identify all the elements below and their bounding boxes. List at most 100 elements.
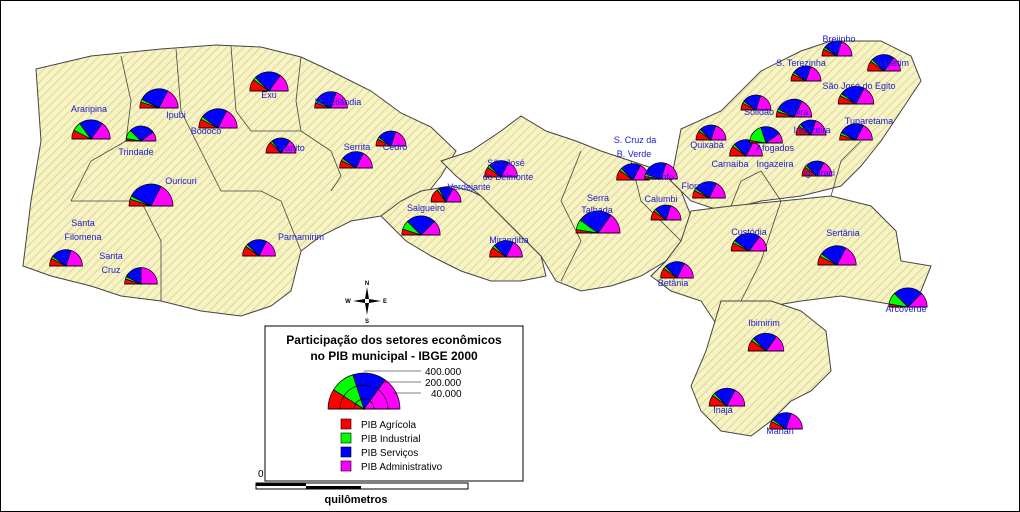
municipality-serrita-8-pie [339, 151, 373, 169]
region-east [650, 195, 932, 332]
municipality-ibimirim-44-label: Ibimirim [748, 318, 780, 328]
legend-title-line2: no PIB municipal - IBGE 2000 [310, 349, 478, 363]
municipality-s-terezinha-38-pie [790, 65, 822, 82]
municipality-b-verde-21-label: B. Verde [617, 149, 652, 159]
scale-bar-seg1 [256, 483, 306, 486]
municipality-sao-jose-do-egito-39-pie [837, 85, 875, 105]
municipality-tabira-32-pie [775, 98, 813, 118]
municipality-cedro-7-label: Cedro [383, 142, 408, 152]
municipality-manari-46-label: Manari [766, 426, 794, 436]
municipality-filomena-16-pie [49, 249, 83, 267]
municipality-parnamirim-19-pie [242, 239, 276, 257]
municipality-mirandiba-14-pie [489, 240, 523, 258]
scale-bar-seg2 [306, 486, 361, 489]
municipality-ingazeira-30-label: Ingazeira [756, 159, 793, 169]
municipality-manari-46-pie [769, 412, 803, 430]
municipality-granito-6-label: Granito [275, 143, 305, 153]
municipality-sao-jose-do-egito-39-label: São José do Egito [822, 81, 895, 91]
municipality-brejinho-36-pie [821, 40, 853, 57]
municipality-tuparetama-35-pie [839, 123, 873, 141]
municipality-ibimirim-44-pie [747, 332, 785, 352]
municipality-talhada-24-pie-slice-2 [579, 210, 612, 234]
municipality-iguaraci-34-label: Iguaraci [803, 168, 835, 178]
municipality-cedro-7-pie [375, 130, 407, 147]
municipality-triunfo-22-label: Triunfo [646, 172, 674, 182]
municipality-triunfo-22-pie [644, 162, 678, 180]
municipality-salgueiro-13-pie [401, 215, 441, 236]
legend-label-administrativo: PIB Administrativo [361, 462, 443, 473]
municipality-exu-2-label: Exu [261, 90, 277, 100]
compass-s: S [365, 319, 369, 325]
municipality-flores-26-pie [692, 181, 726, 199]
municipality-arcoverde-43-pie-slice-2 [893, 287, 923, 308]
municipality-filomena-16-label: Filomena [64, 232, 101, 242]
municipality-tabira-32-label: Tabira [784, 107, 809, 117]
municipality-araripina-0-label: Araripina [71, 104, 107, 114]
municipality-ouricuri-9-pie [128, 183, 174, 207]
municipality-exu-2-pie [249, 71, 289, 92]
municipality-arcoverde-43-label: Arcoverde [885, 304, 926, 314]
municipality-santa-17-label: Santa [99, 251, 123, 261]
municipality-afogados-29-label: Afogados [756, 143, 795, 153]
compass-arrow-s [365, 303, 369, 315]
legend-label-industrial: PIB Industrial [361, 434, 420, 445]
municipality-ingazeira-33-label: Ingazeira [793, 125, 830, 135]
municipality-salgueiro-13-label: Salgueiro [407, 203, 445, 213]
legend-size-lines [364, 370, 421, 394]
legend-swatch-administrativo [340, 460, 352, 472]
legend-size-400000: 400.000 [425, 367, 462, 378]
legend-swatch-agricola [340, 418, 352, 430]
municipality-sertania-42-pie [817, 245, 857, 266]
municipality-verdejante-10-label: Verdejante [447, 182, 490, 192]
municipality-ouricuri-9-label: Ouricuri [165, 176, 197, 186]
municipality-bodoco-5-label: Bodocó [191, 126, 222, 136]
municipality-granito-6-pie [265, 137, 297, 154]
compass-n: N [365, 281, 369, 287]
compass-arrow-n [365, 287, 369, 299]
compass-arrow-w [353, 299, 365, 303]
municipality-bodoco-5-pie [198, 108, 238, 129]
municipality-serrita-8-label: Serrita [344, 142, 371, 152]
municipality-brejinho-36-label: Brejinho [822, 34, 855, 44]
scale-zero: 0 [258, 469, 264, 480]
municipality-cruz-18-pie [124, 267, 158, 285]
legend-size-pie-2 [353, 398, 375, 410]
municipality-iguaraci-34-pie [801, 160, 833, 177]
compass-rose: N S E W [345, 281, 387, 325]
municipality-quixaba-27-pie [695, 124, 727, 141]
municipality-carnaiba-28-pie [729, 139, 763, 157]
legend-swatch-servicos [340, 446, 352, 458]
municipality-itapetim-37-label: Itapetim [877, 58, 909, 68]
municipality-do-belmonte-12-label: do Belmonte [483, 172, 534, 182]
compass-e: E [383, 299, 387, 305]
legend: Participação dos setores econômicos no P… [264, 325, 524, 482]
municipality-betania-41-pie [660, 261, 694, 279]
legend-title-line1: Participação dos setores econômicos [286, 333, 502, 347]
municipality-carnaiba-28-label: Carnaíba [711, 159, 748, 169]
pie-layer [49, 40, 928, 430]
label-layer: Araripina Ipubi Exu Moreilândia Trindade Bodo… [64, 34, 926, 436]
municipality-inaja-45-pie [708, 387, 746, 407]
legend-label-agricola: PIB Agrícola [361, 420, 416, 431]
municipality-ingazeira-33-pie [795, 119, 827, 136]
compass-arrow-e [369, 299, 381, 303]
municipality-talhada-24-label: Talhada [581, 205, 613, 215]
legend-size-40000: 40.000 [431, 389, 462, 400]
legend-size-pie [327, 372, 401, 410]
municipality-mirandiba-14-label: Mirandiba [489, 235, 529, 245]
municipality-serra-23-label: Serra [587, 193, 609, 203]
municipality-flores-26-label: Flores [681, 181, 707, 191]
municipality-arcoverde-43-pie [888, 287, 928, 308]
municipality-tuparetama-35-label: Tuparetama [845, 116, 893, 126]
municipality-sao-jose-11-pie [484, 160, 518, 178]
municipality-custodia-40-label: Custódia [731, 227, 767, 237]
municipality-trindade-4-pie-slice-2 [129, 125, 154, 142]
municipality-salgueiro-13-pie-slice-2 [406, 215, 436, 236]
municipality-s-terezinha-38-label: S. Terezinha [776, 58, 826, 68]
municipality-inaja-45-label: Inajá [713, 405, 733, 415]
internal-boundaries [70, 45, 862, 302]
municipality-sertania-42-label: Sertânia [826, 228, 860, 238]
municipality-calumbi-25-label: Calumbi [644, 194, 677, 204]
